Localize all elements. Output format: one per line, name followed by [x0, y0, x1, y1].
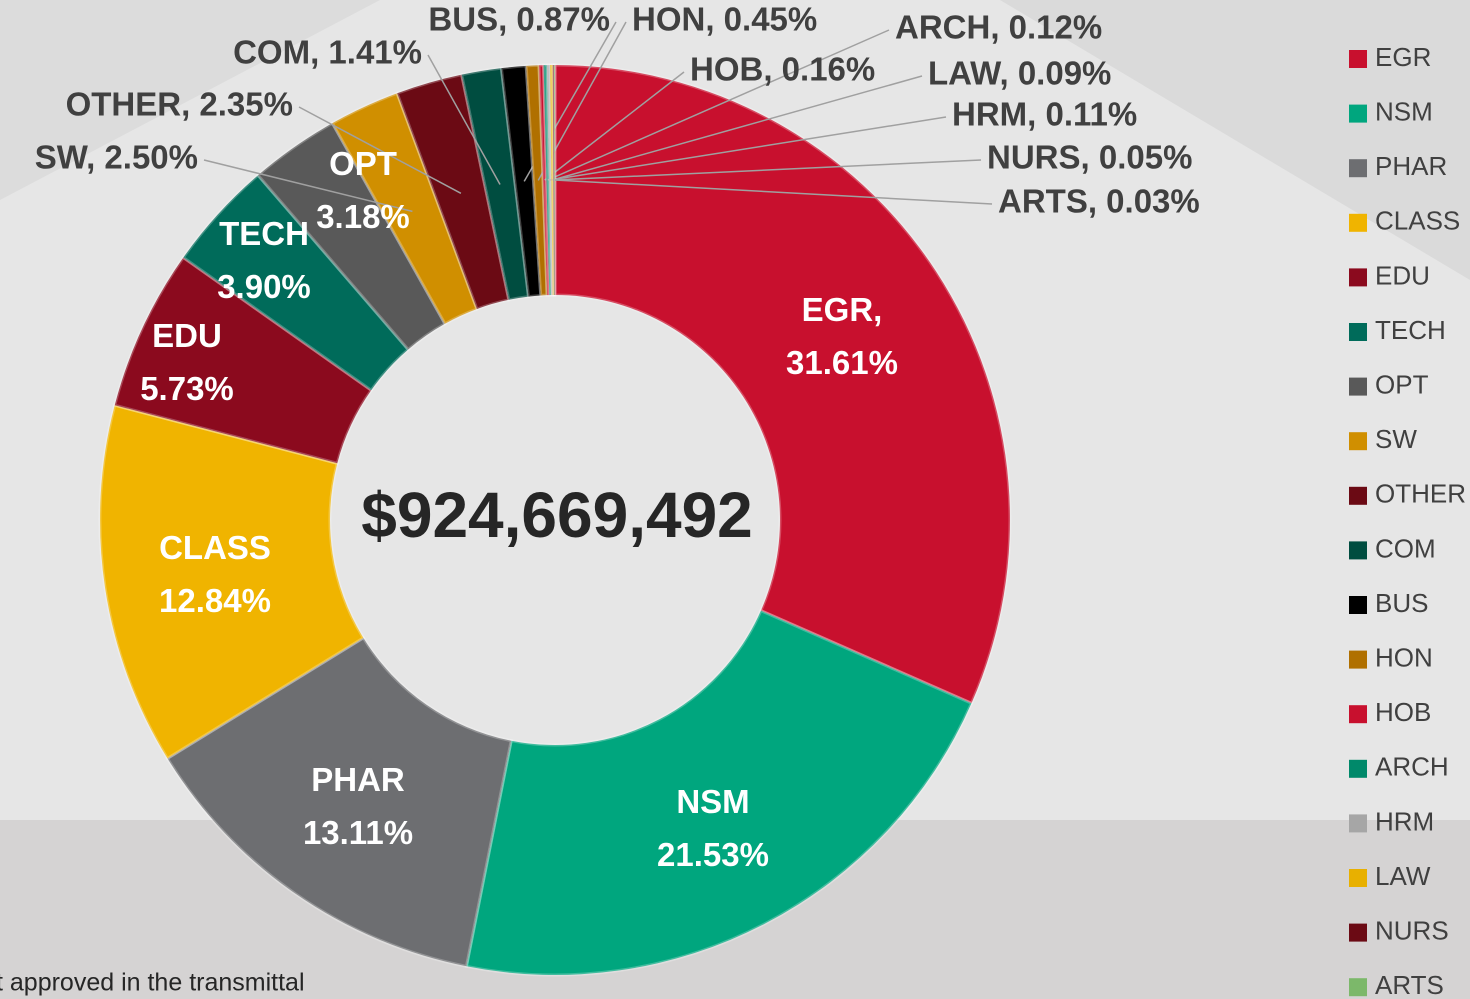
donut-segment	[459, 66, 531, 302]
legend-label: NURS	[1375, 915, 1449, 945]
data-label: TECH 3.90%	[217, 215, 311, 305]
plot	[98, 21, 1012, 977]
leader-line	[553, 159, 982, 181]
legend-label: ARTS	[1375, 970, 1444, 999]
data-label: COM, 1.41%	[233, 34, 422, 71]
legend-label: EDU	[1375, 260, 1430, 290]
donut-segment	[255, 121, 447, 352]
legend-swatch	[1349, 213, 1367, 232]
data-label: HOB, 0.16%	[690, 51, 875, 88]
legend-label: PHAR	[1375, 151, 1447, 181]
donut-segment	[499, 64, 543, 299]
legend-swatch	[1349, 159, 1367, 178]
data-label: HON, 0.45%	[632, 1, 817, 38]
data-label: ARCH, 0.12%	[895, 9, 1102, 46]
donut-segment	[551, 63, 557, 297]
leader-line	[550, 116, 947, 181]
donut-segment	[542, 63, 553, 297]
leader-line	[552, 75, 923, 181]
leader-line	[554, 179, 993, 205]
donut-segment	[545, 63, 555, 297]
data-label: ARTS, 0.03%	[998, 183, 1200, 220]
legend-swatch	[1349, 377, 1367, 396]
footnote: t approved in the transmittal	[0, 969, 305, 997]
background-shape	[0, 0, 380, 200]
legend-swatch	[1349, 432, 1367, 451]
data-label: SW, 2.50%	[35, 139, 198, 176]
legend-label: EGR	[1375, 42, 1431, 72]
leader-line	[427, 54, 501, 185]
legend-swatch	[1349, 486, 1367, 505]
donut-segment	[548, 63, 556, 297]
leader-line	[544, 71, 685, 181]
legend-swatch	[1349, 869, 1367, 887]
data-label: NSM 21.53%	[657, 783, 769, 873]
legend-label: NSM	[1375, 96, 1433, 126]
legend-swatch	[1349, 323, 1367, 341]
leader-line	[547, 29, 890, 181]
legend-label: BUS	[1375, 588, 1428, 618]
donut-segment	[553, 63, 1012, 706]
legend-swatch	[1349, 268, 1367, 287]
data-label: EDU 5.73%	[140, 317, 234, 407]
leader-line	[298, 106, 462, 194]
data-label: NURS, 0.05%	[987, 139, 1192, 176]
legend-swatch	[1349, 596, 1367, 614]
data-label: LAW, 0.09%	[928, 55, 1111, 92]
legend-swatch	[1349, 650, 1367, 669]
legend-swatch	[1349, 104, 1367, 123]
legend-swatch	[1349, 705, 1367, 724]
legend-swatch	[1349, 814, 1367, 833]
center-total: $924,669,492	[361, 479, 753, 551]
data-label: PHAR 13.11%	[303, 761, 413, 851]
donut-segment	[552, 63, 557, 297]
leader-line	[203, 159, 413, 213]
legend-swatch	[1349, 978, 1367, 997]
data-label: CLASS 12.84%	[159, 529, 271, 619]
legend-label: HON	[1375, 642, 1433, 672]
legend-swatch	[1349, 541, 1367, 560]
donut-segment	[98, 403, 366, 761]
legend-label: TECH	[1375, 315, 1446, 345]
legend-swatch	[1349, 50, 1367, 68]
data-label: OPT 3.18%	[316, 145, 410, 235]
donut-segment	[395, 72, 511, 311]
legend-label: COM	[1375, 533, 1436, 563]
data-label: BUS, 0.87%	[428, 1, 610, 38]
donut-segment	[464, 608, 974, 977]
legend-label: SW	[1375, 424, 1417, 454]
donut-segment	[537, 63, 551, 297]
donut-segment	[165, 635, 513, 969]
legend-label: ARCH	[1375, 752, 1449, 782]
legend-swatch	[1349, 923, 1367, 942]
legend-label: LAW	[1375, 861, 1431, 891]
background-shape	[1000, 0, 1470, 280]
data-label: OTHER, 2.35%	[66, 86, 293, 123]
data-label: HRM, 0.11%	[952, 96, 1137, 133]
legend-label: OPT	[1375, 369, 1429, 399]
legend-label: HOB	[1375, 697, 1431, 727]
legend-label: HRM	[1375, 806, 1434, 836]
legend-label: CLASS	[1375, 206, 1460, 236]
legend-swatch	[1349, 759, 1367, 778]
donut-segment	[181, 173, 411, 393]
legend-label: OTHER	[1375, 479, 1466, 509]
data-label: EGR, 31.61%	[786, 291, 898, 381]
donut-segment	[112, 255, 374, 466]
